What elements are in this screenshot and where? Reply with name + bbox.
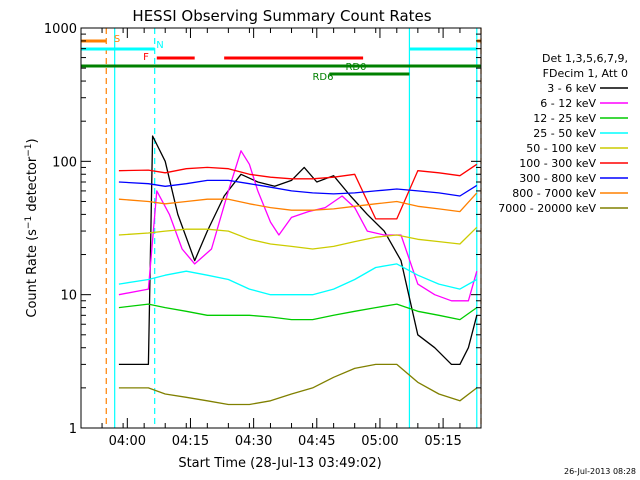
state-bars: S NF RD0 RD6 [81,34,481,83]
plot-frame [80,27,482,429]
series-line-3-6-kev [118,135,478,366]
legend-header-2: FDecim 1, Att 0 [543,67,628,80]
legend-label-25-50-kev: 25 - 50 keV [533,127,596,140]
legend-label-12-25-kev: 12 - 25 keV [533,112,596,125]
y-axis-label: Count Rate (s−1 detector−1) [24,138,40,317]
y-tick-label: 1000 [44,22,77,37]
x-tick-label: 05:15 [424,434,461,449]
series-line-12-25-kev [118,303,478,321]
legend-label-6-12-kev: 6 - 12 keV [540,97,596,110]
series-line-50-100-kev [118,226,478,250]
state-bar-label-s: S [114,34,120,45]
state-bar-label-f: F [143,52,149,63]
legend-label-100-300-kev: 100 - 300 keV [519,157,596,170]
x-tick-label: 04:00 [109,434,146,449]
legend-items: 3 - 6 keV 6 - 12 keV 12 - 25 keV 25 - 50 ke… [498,82,628,215]
x-tick-label: 04:45 [298,434,335,449]
legend-label-800-7000-kev: 800 - 7000 keV [512,187,596,200]
x-tick-label: 05:00 [361,434,398,449]
state-bar-label-n: N [156,40,163,51]
series-line-6-12-kev [118,150,478,302]
y-tick-label: 1 [69,422,77,437]
series-line-25-50-kev [118,263,478,296]
y-axis-label-main: Count Rate (s [25,229,40,318]
x-axis-label: Start Time (28-Jul-13 03:49:02) [178,456,381,471]
chart-title: HESSI Observing Summary Count Rates [132,7,431,25]
series-lines [118,135,478,406]
y-axis-label-mid: detector [25,156,40,216]
x-axis-ticks: 04:00 04:15 04:30 04:45 05:00 05:15 [80,28,482,449]
x-tick-label: 04:30 [235,434,272,449]
x-tick-label: 04:15 [172,434,209,449]
state-vertical-lines [105,28,482,428]
state-bar-label-rd0: RD0 [345,62,366,73]
legend-label-7000-20000-kev: 7000 - 20000 keV [498,202,596,215]
y-tick-label: 10 [60,289,77,304]
legend-label-3-6-kev: 3 - 6 keV [547,82,596,95]
state-bar-label-rd6: RD6 [312,72,333,83]
footer-date: 26-Jul-2013 08:28 [564,467,636,476]
y-axis-ticks: 1 10 100 1000 [44,22,481,437]
series-line-800-7000-kev [118,192,478,213]
series-line-100-300-kev [118,163,478,220]
y-tick-label: 100 [52,155,77,170]
legend: Det 1,3,5,6,7,9, FDecim 1, Att 0 3 - 6 k… [498,52,628,215]
series-line-7000-20000-kev [118,363,478,406]
legend-label-300-800-kev: 300 - 800 keV [519,172,596,185]
legend-header-1: Det 1,3,5,6,7,9, [542,52,628,65]
legend-label-50-100-kev: 50 - 100 keV [526,142,596,155]
y-axis-label-sup2: −1 [24,143,34,156]
y-axis-label-end: ) [25,138,40,143]
series-line-300-800-kev [118,179,478,197]
y-axis-label-sup1: −1 [24,216,34,229]
